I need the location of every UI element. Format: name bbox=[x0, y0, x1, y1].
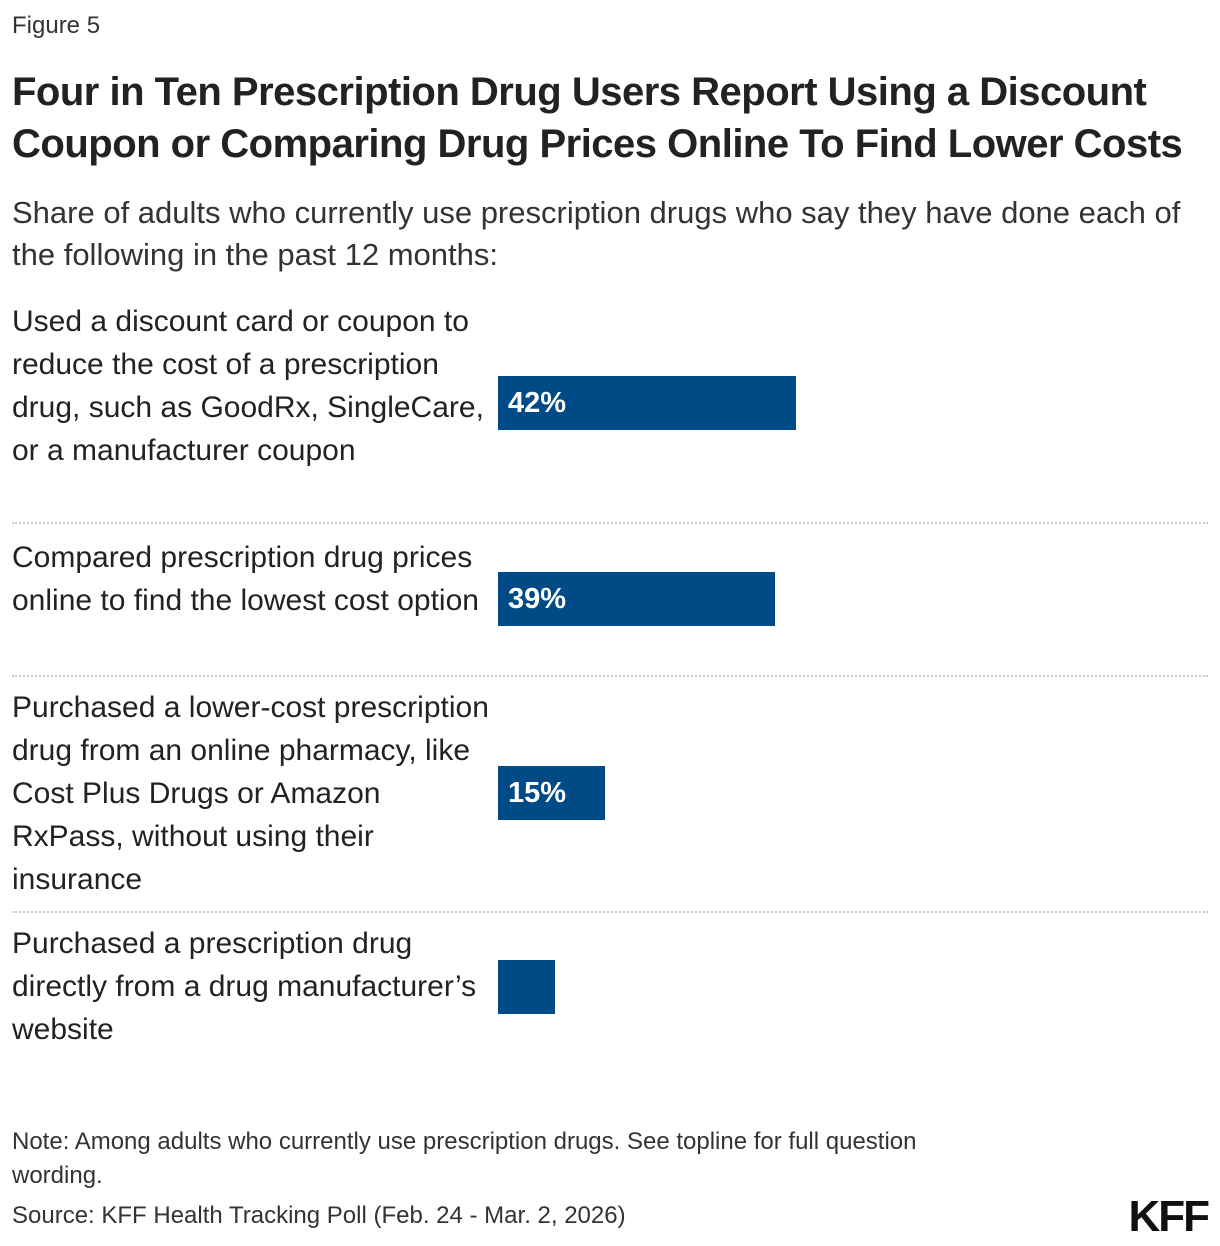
category-label: Compared prescription drug prices online… bbox=[12, 541, 479, 617]
data-label: 39% bbox=[508, 583, 567, 615]
kff-logo: KFF bbox=[1128, 1192, 1210, 1241]
category-label: Purchased a prescription drug directly f… bbox=[12, 927, 477, 1046]
bar bbox=[498, 960, 555, 1014]
data-label: 15% bbox=[508, 777, 567, 809]
chart-subtitle: Share of adults who currently use prescr… bbox=[12, 195, 1181, 272]
bar: 15% bbox=[498, 766, 605, 820]
category-label: Purchased a lower-cost prescription drug… bbox=[12, 691, 489, 896]
figure-label: Figure 5 bbox=[12, 12, 101, 39]
chart-title: Four in Ten Prescription Drug Users Repo… bbox=[12, 70, 1183, 166]
row-divider bbox=[12, 911, 1208, 913]
row-divider bbox=[12, 675, 1208, 677]
data-label: 42% bbox=[508, 387, 567, 419]
source: Source: KFF Health Tracking Poll (Feb. 2… bbox=[12, 1202, 626, 1229]
bar: 42% bbox=[498, 376, 797, 430]
note: Note: Among adults who currently use pre… bbox=[12, 1128, 917, 1189]
category-label: Used a discount card or coupon to reduce… bbox=[12, 305, 484, 467]
row-divider bbox=[12, 522, 1208, 524]
bar: 39% bbox=[498, 572, 775, 626]
